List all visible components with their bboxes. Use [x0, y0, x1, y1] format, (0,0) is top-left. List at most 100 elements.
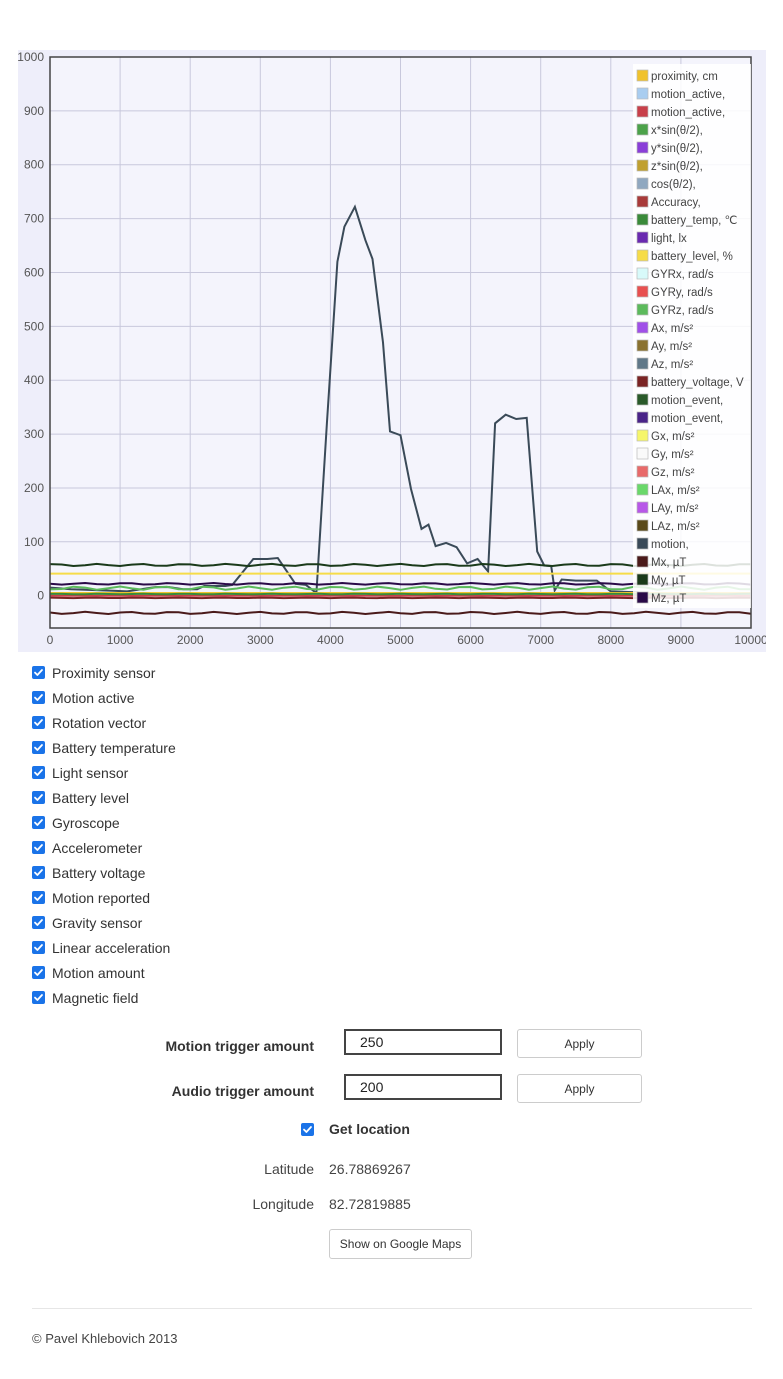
legend-item: y*sin(θ/2),	[651, 143, 703, 155]
sensor-checkbox-label: Accelerometer	[52, 839, 143, 856]
sensor-checkbox[interactable]	[32, 966, 45, 979]
y-tick-label: 300	[24, 427, 44, 441]
sensor-checkbox[interactable]	[32, 841, 45, 854]
sensor-toggle-row[interactable]: Light sensor	[32, 760, 432, 785]
sensor-checkbox[interactable]	[32, 691, 45, 704]
legend-swatch	[636, 123, 649, 136]
audio-apply-button[interactable]: Apply	[517, 1074, 642, 1103]
sensor-toggle-row[interactable]: Motion active	[32, 685, 432, 710]
sensor-checkbox[interactable]	[32, 866, 45, 879]
x-tick-label: 5000	[387, 633, 414, 647]
sensor-checkbox-label: Motion active	[52, 689, 135, 706]
sensor-checkbox-label: Rotation vector	[52, 714, 147, 731]
legend-swatch	[636, 357, 649, 370]
sensor-checkbox-label: Proximity sensor	[52, 664, 156, 681]
checkmark-icon	[34, 719, 43, 726]
sensor-toggle-row[interactable]: Proximity sensor	[32, 660, 432, 685]
legend-swatch	[636, 393, 649, 406]
checkmark-icon	[34, 894, 43, 901]
checkmark-icon	[34, 994, 43, 1001]
sensor-checkbox[interactable]	[32, 916, 45, 929]
checkmark-icon	[34, 969, 43, 976]
checkmark-icon	[34, 744, 43, 751]
legend-swatch	[636, 177, 649, 190]
audio-trigger-label: Audio trigger amount	[171, 1083, 314, 1099]
legend-item: Accuracy,	[651, 197, 701, 209]
legend-swatch	[636, 195, 649, 208]
legend-item: GYRz, rad/s	[651, 305, 714, 317]
sensor-checkbox[interactable]	[32, 816, 45, 829]
sensor-checkbox[interactable]	[32, 791, 45, 804]
audio-trigger-input[interactable]	[344, 1074, 502, 1100]
sensor-toggle-row[interactable]: Accelerometer	[32, 835, 432, 860]
x-tick-label: 2000	[177, 633, 204, 647]
legend-box	[633, 64, 751, 608]
sensor-checkbox-label: Battery level	[52, 789, 130, 806]
legend-item: Ay, m/s²	[651, 341, 692, 353]
sensor-checkbox[interactable]	[32, 766, 45, 779]
x-tick-label: 7000	[527, 633, 554, 647]
y-tick-label: 700	[24, 212, 44, 226]
sensor-checkbox[interactable]	[32, 716, 45, 729]
x-tick-label: 6000	[457, 633, 484, 647]
legend-item: My, µT	[651, 575, 686, 587]
sensor-checkbox[interactable]	[32, 666, 45, 679]
legend-swatch	[636, 105, 649, 118]
sensor-checkbox[interactable]	[32, 941, 45, 954]
legend-swatch	[636, 429, 649, 442]
legend-swatch	[636, 213, 649, 226]
longitude-label: Longitude	[252, 1196, 314, 1212]
x-tick-label: 3000	[247, 633, 274, 647]
sensor-toggle-row[interactable]: Rotation vector	[32, 710, 432, 735]
motion-apply-button[interactable]: Apply	[517, 1029, 642, 1058]
copyright-text: © Pavel Khlebovich 2013	[32, 1331, 178, 1346]
sensor-toggle-row[interactable]: Linear acceleration	[32, 935, 432, 960]
x-tick-label: 10000	[734, 633, 766, 647]
sensor-toggle-row[interactable]: Magnetic field	[32, 985, 432, 1010]
get-location-checkbox[interactable]	[301, 1123, 314, 1136]
legend-item: motion,	[651, 539, 689, 551]
legend-swatch	[636, 249, 649, 262]
y-tick-label: 600	[24, 265, 44, 279]
checkmark-icon	[34, 694, 43, 701]
legend-swatch	[636, 483, 649, 496]
legend-item: Mz, µT	[651, 593, 686, 605]
legend-swatch	[636, 465, 649, 478]
sensor-checkbox-label: Motion reported	[52, 889, 151, 906]
checkmark-icon	[34, 944, 43, 951]
legend-swatch	[636, 159, 649, 172]
legend-swatch	[636, 267, 649, 280]
y-tick-label: 200	[24, 481, 44, 495]
sensor-toggle-row[interactable]: Gyroscope	[32, 810, 432, 835]
legend-item: GYRx, rad/s	[651, 269, 714, 281]
legend-item: Az, m/s²	[651, 359, 693, 371]
sensor-toggle-row[interactable]: Gravity sensor	[32, 910, 432, 935]
legend-swatch	[636, 141, 649, 154]
legend-item: LAy, m/s²	[651, 503, 699, 515]
motion-trigger-input[interactable]	[344, 1029, 502, 1055]
sensor-toggle-row[interactable]: Motion reported	[32, 885, 432, 910]
sensor-toggle-row[interactable]: Battery voltage	[32, 860, 432, 885]
sensor-toggle-row[interactable]: Battery level	[32, 785, 432, 810]
sensor-checkbox[interactable]	[32, 741, 45, 754]
x-tick-label: 1000	[107, 633, 134, 647]
legend-swatch	[636, 339, 649, 352]
checkmark-icon	[34, 869, 43, 876]
longitude-value: 82.72819885	[329, 1196, 411, 1212]
sensor-checkbox-list: Proximity sensor Motion active Rotation ve…	[32, 660, 432, 1010]
sensor-checkbox[interactable]	[32, 991, 45, 1004]
legend-item: x*sin(θ/2),	[651, 125, 703, 137]
sensor-checkbox[interactable]	[32, 891, 45, 904]
legend-swatch	[636, 573, 649, 586]
sensor-checkbox-label: Light sensor	[52, 764, 129, 781]
show-on-google-maps-button[interactable]: Show on Google Maps	[329, 1229, 472, 1259]
legend-item: motion_active,	[651, 89, 725, 101]
sensor-checkbox-label: Gyroscope	[52, 814, 120, 831]
sensor-toggle-row[interactable]: Motion amount	[32, 960, 432, 985]
legend-swatch	[636, 501, 649, 514]
y-tick-label: 0	[37, 589, 44, 603]
legend-swatch	[636, 411, 649, 424]
checkmark-icon	[34, 669, 43, 676]
y-tick-label: 100	[24, 535, 44, 549]
sensor-toggle-row[interactable]: Battery temperature	[32, 735, 432, 760]
